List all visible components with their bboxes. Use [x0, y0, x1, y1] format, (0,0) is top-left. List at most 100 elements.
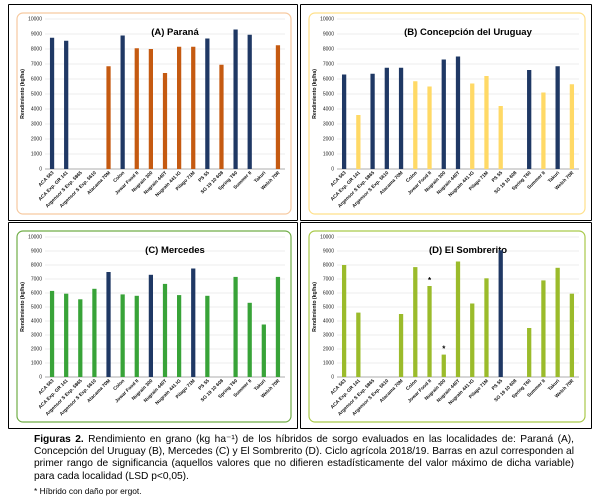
bar-colon	[413, 267, 418, 377]
bar-nugrain-440t	[455, 56, 461, 169]
caption-text: Rendimiento en grano (kg ha⁻¹) de los hí…	[34, 434, 574, 482]
bar-aca-exp-gr-141	[64, 40, 69, 169]
panel-parana: 0 1000 2000 3000 4000 5000 6000 7000 8000 9000 100…	[8, 4, 298, 221]
bar-aca-563	[49, 290, 55, 377]
x-tick-label: PS 55	[197, 378, 211, 392]
x-tick-label: Nugrain 441 IG	[447, 378, 475, 406]
y-tick-label: 1000	[323, 361, 334, 367]
chart-title: (C) Mercedes	[145, 245, 205, 256]
y-tick-label: 0	[39, 375, 42, 381]
y-tick-label: 7000	[31, 277, 42, 283]
y-tick-label: 8000	[31, 263, 42, 269]
y-tick-label: 4000	[31, 107, 42, 113]
y-tick-label: 1000	[31, 152, 42, 158]
bar-nugrain-441-ig	[177, 46, 182, 169]
chart-mercedes: 0 1000 2000 3000 4000 5000 6000 7000 8000 9000 100…	[16, 230, 292, 423]
x-tick-label: Jowar Food II	[407, 378, 434, 405]
x-tick-label: Colon	[112, 170, 126, 184]
bar-spring-t60	[527, 328, 532, 377]
x-tick-label: PS 55	[491, 170, 505, 184]
annotation-asterisk: *	[428, 276, 432, 285]
y-tick-label: 3000	[31, 122, 42, 128]
y-tick-label: 3000	[323, 333, 334, 339]
chart-frame	[308, 230, 586, 423]
y-tick-label: 1000	[31, 361, 42, 367]
bar-aca-exp-gr-141	[64, 293, 69, 377]
y-tick-label: 2000	[323, 137, 334, 143]
y-tick-label: 10000	[320, 235, 334, 241]
y-tick-label: 9000	[31, 249, 42, 255]
bar-summer-ii	[541, 280, 546, 377]
y-axis-label: Rendimiento (kg/ha)	[312, 282, 318, 332]
chart-frame	[16, 230, 292, 423]
bar-summer-ii	[541, 92, 546, 169]
y-tick-label: 1000	[323, 152, 334, 158]
x-tick-label: Jowar Food II	[114, 378, 141, 405]
bar-aca-563	[49, 37, 55, 169]
bar-argensor-s-exp-5610	[92, 288, 97, 377]
bar-spring-t60	[233, 29, 238, 169]
y-tick-label: 9000	[31, 32, 42, 38]
bar-argensor-s-exp-5865	[78, 299, 83, 377]
y-tick-label: 6000	[323, 291, 334, 297]
y-tick-label: 2000	[323, 347, 334, 353]
bar-spring-t60	[527, 70, 532, 169]
bar-aca-563	[341, 265, 347, 377]
y-tick-label: 8000	[323, 263, 334, 269]
bar-pilago-71m	[484, 278, 489, 377]
chart-frame	[16, 12, 292, 215]
bar-argensor-s-exp-5865	[370, 73, 375, 169]
chart-title: (D) El Sombrerito	[429, 245, 507, 256]
panel-mercedes: 0 1000 2000 3000 4000 5000 6000 7000 8000 9000 100…	[8, 222, 298, 429]
y-tick-label: 10000	[28, 235, 42, 241]
y-tick-label: 2000	[31, 137, 42, 143]
chart-title: (B) Concepción del Uruguay	[404, 27, 532, 38]
chart-parana: 0 1000 2000 3000 4000 5000 6000 7000 8000 9000 100…	[16, 12, 292, 215]
y-tick-label: 6000	[323, 77, 334, 83]
chart-sombrerito: 0 1000 2000 3000 4000 5000 6000 7000 8000 9000 100…	[308, 230, 586, 423]
bar-atacama-70m	[106, 272, 111, 377]
bar-ps-55	[205, 295, 210, 377]
bar-sg-19-10-608	[219, 64, 224, 169]
bar-pilago-71m	[191, 46, 196, 169]
y-tick-label: 0	[331, 167, 334, 173]
y-tick-label: 7000	[323, 277, 334, 283]
chart-title: (A) Paraná	[151, 27, 199, 38]
bar-jowar-food-ii	[134, 48, 139, 169]
bar-spring-t60	[233, 276, 238, 377]
y-tick-label: 0	[39, 167, 42, 173]
x-tick-label: Colon	[405, 170, 419, 184]
x-tick-label: Takuri	[547, 170, 561, 184]
y-axis-label: Rendimiento (kg/ha)	[20, 282, 26, 332]
caption-lead: Figuras 2.	[34, 434, 84, 445]
y-tick-label: 10000	[320, 17, 334, 23]
y-tick-label: 8000	[323, 47, 334, 53]
bar-nugrain-441-ig	[177, 295, 182, 377]
footnote: * Híbrido con daño por ergot.	[34, 486, 142, 496]
bar-nugrain-300	[148, 49, 153, 169]
bar-atacama-70m	[106, 66, 111, 169]
bar-ps-55	[205, 38, 210, 169]
bar-nugrain-440t	[455, 261, 461, 377]
bar-nugrain-440t	[162, 283, 168, 377]
panel-concepcion: 0 1000 2000 3000 4000 5000 6000 7000 8000 9000 100…	[300, 4, 592, 221]
bar-atacama-70m	[398, 67, 404, 169]
y-tick-label: 5000	[323, 305, 334, 311]
y-tick-label: 9000	[323, 32, 334, 38]
y-tick-label: 0	[331, 375, 334, 381]
bar-welch-70r	[569, 293, 575, 377]
chart-frame	[308, 12, 586, 215]
bar-summer-ii	[247, 34, 252, 169]
y-tick-label: 5000	[31, 92, 42, 98]
bar-ps-55	[498, 250, 503, 377]
y-tick-label: 10000	[28, 17, 42, 23]
x-tick-label: Takuri	[547, 378, 561, 392]
bar-nugrain-300	[441, 354, 446, 377]
x-tick-label: Jowar Food II	[407, 170, 434, 197]
y-tick-label: 7000	[31, 62, 42, 68]
y-tick-label: 8000	[31, 47, 42, 53]
bar-nugrain-440t	[162, 73, 168, 169]
bar-aca-exp-gr-141	[356, 312, 361, 377]
bar-takuri	[555, 66, 560, 169]
x-tick-label: Jowar Food II	[114, 170, 141, 197]
